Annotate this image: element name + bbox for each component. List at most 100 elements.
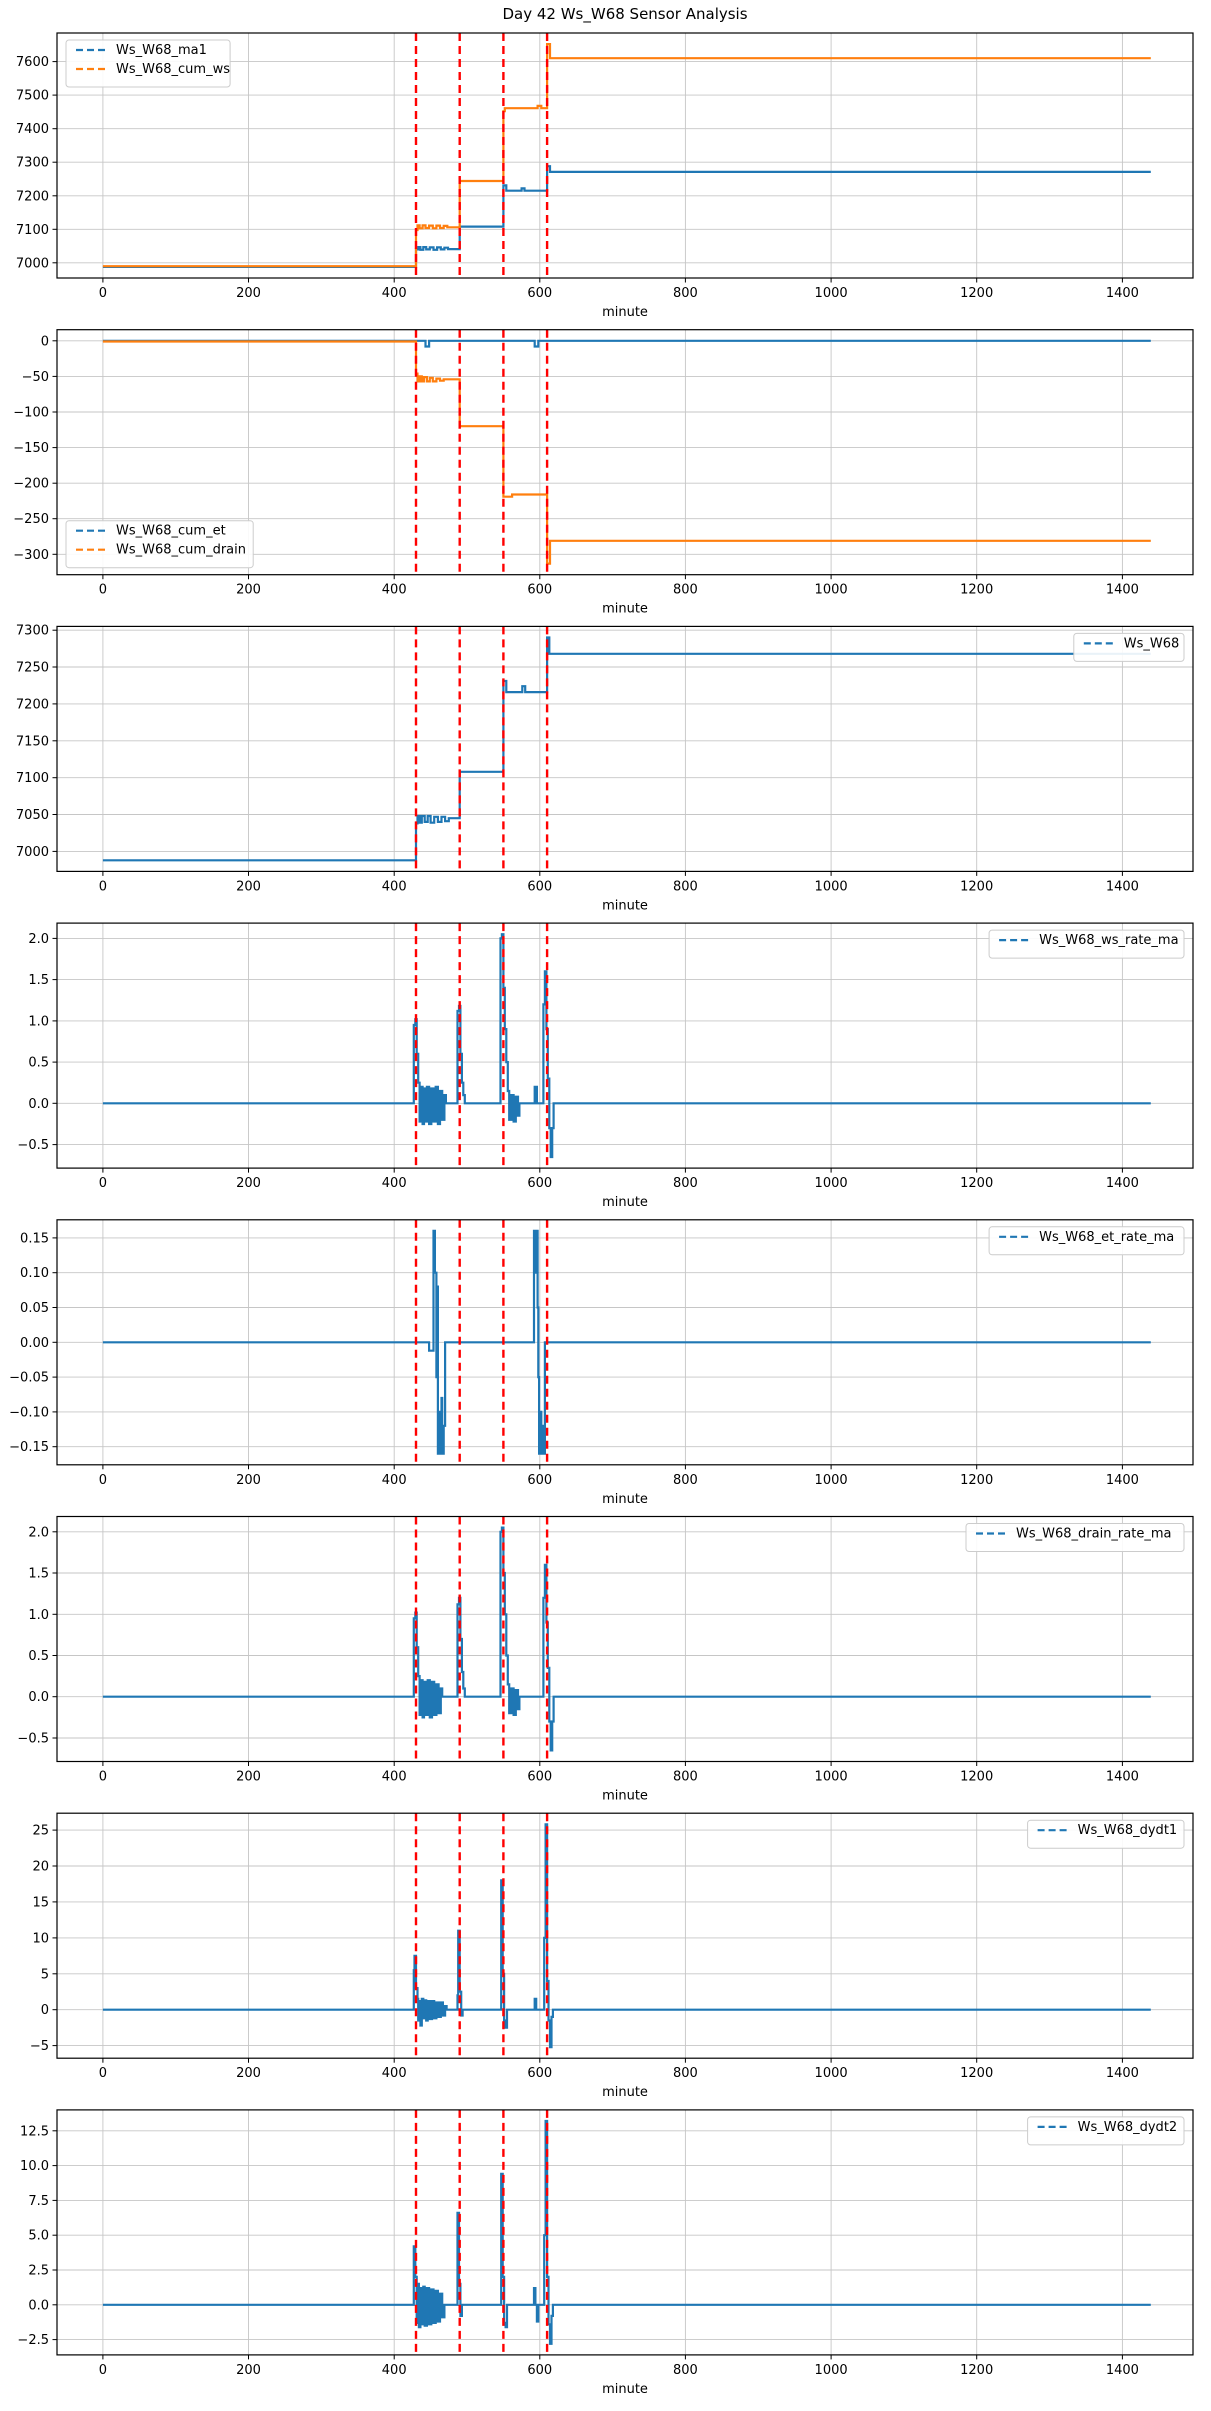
y-tick-label: 0.5 (28, 1649, 49, 1664)
x-tick-label: 1000 (815, 1770, 848, 1785)
x-tick-label: 600 (527, 2363, 552, 2378)
y-tick-label: 2.0 (28, 932, 49, 947)
tick-labels: 0 200 400 600 800 1000 1200 1400 −0.15 −0.10 −0.05… (9, 1231, 1139, 1487)
legend-label: Ws_W68 (1124, 636, 1180, 651)
x-axis-label: minute (602, 602, 648, 617)
y-tick-label: 5.0 (28, 2229, 49, 2244)
y-tick-label: −0.5 (17, 1138, 49, 1153)
y-tick-label: 7100 (16, 771, 49, 786)
axes-spines (56, 1812, 1194, 2059)
x-axis-label: minute (602, 2382, 648, 2397)
y-tick-label: 0.15 (20, 1231, 49, 1246)
series-Ws_W68_ws_rate_ma (102, 933, 1151, 1159)
x-axis-label: minute (602, 1195, 648, 1210)
y-tick-label: 25 (32, 1824, 49, 1839)
x-tick-label: 400 (382, 2363, 407, 2378)
legend-label: Ws_W68_cum_drain (116, 543, 246, 558)
x-tick-label: 1000 (815, 1176, 848, 1191)
series-Ws_W68_dydt2 (102, 2119, 1151, 2345)
y-tick-label: 7150 (16, 734, 49, 749)
x-tick-label: 1200 (960, 583, 993, 598)
x-tick-label: 1200 (960, 879, 993, 894)
axes-spines (56, 2109, 1194, 2356)
y-tick-label: 0.0 (28, 1097, 49, 1112)
axes-background (57, 626, 1193, 872)
x-tick-label: 1400 (1106, 286, 1139, 301)
x-tick-label: 0 (99, 286, 107, 301)
y-tick-label: 0.5 (28, 1056, 49, 1071)
x-tick-label: 1200 (960, 2363, 993, 2378)
x-tick-label: 0 (99, 1473, 107, 1488)
axes-background (57, 1813, 1193, 2059)
event-vlines (414, 33, 549, 278)
y-tick-label: 0.0 (28, 1690, 49, 1705)
y-tick-label: 10.0 (20, 2159, 49, 2174)
legend-box (1027, 1819, 1185, 1849)
x-tick-label: 1000 (815, 879, 848, 894)
y-tick-label: 10 (32, 1931, 49, 1946)
y-tick-label: 7100 (16, 223, 49, 238)
x-tick-label: 1400 (1106, 879, 1139, 894)
legend-box (988, 929, 1185, 959)
axes-background (57, 2109, 1193, 2355)
axes-spines (56, 922, 1194, 1169)
x-tick-label: 800 (673, 1176, 698, 1191)
legend: Ws_W68_ma1 Ws_W68_cum_ws (65, 39, 231, 88)
axes-background (57, 33, 1193, 278)
legend-label: Ws_W68_drain_rate_ma (1016, 1527, 1171, 1542)
y-tick-label: 7300 (16, 624, 49, 639)
y-tick-label: 7000 (16, 845, 49, 860)
grid (57, 33, 1193, 278)
y-tick-label: 2.0 (28, 1525, 49, 1540)
x-tick-label: 0 (99, 879, 107, 894)
legend: Ws_W68_et_rate_ma (988, 1226, 1185, 1256)
axes-spines (56, 625, 1194, 873)
x-tick-label: 200 (236, 2363, 261, 2378)
x-tick-label: 1400 (1106, 1176, 1139, 1191)
subplot-3: 0 200 400 600 800 1000 1200 1400 7000 7050 7100 715… (16, 624, 1194, 913)
y-tick-label: −200 (13, 477, 49, 492)
x-tick-label: 600 (527, 286, 552, 301)
y-tick-label: −2.5 (17, 2333, 49, 2348)
subplot-1: 0 200 400 600 800 1000 1200 1400 7000 7100 7200 730… (16, 32, 1194, 320)
x-tick-label: 800 (673, 286, 698, 301)
y-tick-label: −300 (13, 548, 49, 563)
tick-labels: 0 200 400 600 800 1000 1200 1400 −2.5 0.0 2.5 5.0 7.… (17, 2124, 1139, 2378)
x-axis-label: minute (602, 305, 648, 320)
x-tick-label: 200 (236, 1176, 261, 1191)
legend: Ws_W68_cum_et Ws_W68_cum_drain (65, 520, 254, 569)
event-vlines (414, 2109, 549, 2355)
x-tick-label: 200 (236, 1770, 261, 1785)
y-tick-label: 2.5 (28, 2264, 49, 2279)
x-tick-label: 0 (99, 2066, 107, 2081)
x-tick-label: 200 (236, 2066, 261, 2081)
grid (57, 626, 1193, 872)
y-tick-label: 7200 (16, 189, 49, 204)
x-tick-label: 800 (673, 879, 698, 894)
tick-labels: 0 200 400 600 800 1000 1200 1400 7000 7100 7200 730… (16, 55, 1139, 301)
legend: Ws_W68_drain_rate_ma (965, 1523, 1185, 1552)
x-tick-label: 800 (673, 1770, 698, 1785)
legend: Ws_W68 (1073, 632, 1185, 662)
legend-label: Ws_W68_cum_et (116, 524, 226, 539)
tick-marks (52, 937, 1123, 1173)
tick-marks (52, 1237, 1123, 1470)
series-Ws_W68_cum_et (102, 339, 1151, 348)
y-tick-label: 0 (41, 2003, 49, 2018)
legend-box (65, 39, 231, 88)
legend-box (988, 1226, 1185, 1256)
x-axis-label: minute (602, 898, 648, 913)
legend-box (1073, 632, 1185, 662)
x-tick-label: 600 (527, 879, 552, 894)
y-tick-label: 7500 (16, 89, 49, 104)
x-tick-label: 600 (527, 1770, 552, 1785)
legend-label: Ws_W68_dydt1 (1078, 1823, 1178, 1838)
y-tick-label: 7400 (16, 122, 49, 137)
x-tick-label: 600 (527, 2066, 552, 2081)
tick-labels: 0 200 400 600 800 1000 1200 1400 −5 0 5 10 15 20 25 (30, 1824, 1139, 2082)
x-tick-label: 0 (99, 1176, 107, 1191)
y-tick-label: 7000 (16, 256, 49, 271)
y-tick-label: 7200 (16, 697, 49, 712)
x-tick-label: 1000 (815, 2363, 848, 2378)
x-tick-label: 400 (382, 1473, 407, 1488)
